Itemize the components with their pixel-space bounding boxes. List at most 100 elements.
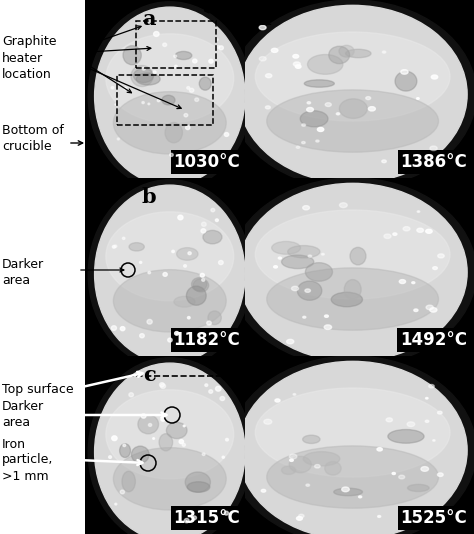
Ellipse shape <box>399 475 405 479</box>
Ellipse shape <box>209 59 213 63</box>
Ellipse shape <box>113 447 226 510</box>
Ellipse shape <box>255 388 450 477</box>
Ellipse shape <box>174 55 177 58</box>
Text: 1315°C: 1315°C <box>173 509 240 527</box>
Ellipse shape <box>88 180 251 368</box>
Ellipse shape <box>201 229 206 233</box>
Ellipse shape <box>382 160 386 163</box>
Ellipse shape <box>136 73 160 85</box>
Ellipse shape <box>191 278 207 291</box>
Ellipse shape <box>433 266 438 270</box>
Ellipse shape <box>142 101 144 104</box>
Ellipse shape <box>148 271 151 274</box>
Ellipse shape <box>200 273 204 277</box>
Ellipse shape <box>184 114 188 117</box>
Ellipse shape <box>412 282 415 284</box>
Ellipse shape <box>433 439 435 441</box>
Ellipse shape <box>190 88 194 92</box>
Ellipse shape <box>224 132 229 136</box>
Ellipse shape <box>174 332 179 335</box>
Text: 1cm: 1cm <box>209 4 233 13</box>
Ellipse shape <box>186 286 206 305</box>
Text: Darker
area: Darker area <box>2 258 44 287</box>
Ellipse shape <box>199 77 211 90</box>
Ellipse shape <box>209 390 213 393</box>
Ellipse shape <box>120 490 125 494</box>
Ellipse shape <box>109 456 111 458</box>
Ellipse shape <box>216 386 221 391</box>
Ellipse shape <box>401 69 408 74</box>
Ellipse shape <box>307 107 313 112</box>
Ellipse shape <box>88 2 251 191</box>
Ellipse shape <box>426 305 433 310</box>
Ellipse shape <box>368 107 375 111</box>
Ellipse shape <box>259 57 266 61</box>
Ellipse shape <box>301 142 305 144</box>
Ellipse shape <box>261 489 266 492</box>
Ellipse shape <box>377 447 383 451</box>
Ellipse shape <box>278 257 282 259</box>
Ellipse shape <box>308 255 312 257</box>
Ellipse shape <box>339 99 367 119</box>
Ellipse shape <box>187 317 190 319</box>
Ellipse shape <box>414 309 418 311</box>
Ellipse shape <box>265 106 270 109</box>
Ellipse shape <box>159 434 173 451</box>
Ellipse shape <box>331 292 363 307</box>
Ellipse shape <box>303 206 310 210</box>
Ellipse shape <box>267 268 438 330</box>
Ellipse shape <box>325 103 331 106</box>
Ellipse shape <box>430 308 437 312</box>
Ellipse shape <box>388 429 424 443</box>
Ellipse shape <box>265 74 272 78</box>
Ellipse shape <box>120 327 125 331</box>
Ellipse shape <box>215 219 219 222</box>
Text: Iron
particle,
>1 mm: Iron particle, >1 mm <box>2 437 54 483</box>
Ellipse shape <box>219 261 223 265</box>
Ellipse shape <box>201 279 205 281</box>
Ellipse shape <box>178 215 183 220</box>
Ellipse shape <box>329 46 350 64</box>
Ellipse shape <box>187 87 190 89</box>
Ellipse shape <box>305 263 332 281</box>
Ellipse shape <box>203 230 222 244</box>
Ellipse shape <box>438 411 442 414</box>
Ellipse shape <box>296 146 300 148</box>
Ellipse shape <box>224 511 228 515</box>
Ellipse shape <box>192 516 197 520</box>
Ellipse shape <box>383 51 386 53</box>
Ellipse shape <box>318 128 324 131</box>
Ellipse shape <box>106 34 234 123</box>
Ellipse shape <box>148 423 152 427</box>
Ellipse shape <box>255 32 450 121</box>
Ellipse shape <box>153 438 155 439</box>
Text: Darker
area: Darker area <box>2 400 44 429</box>
Ellipse shape <box>163 272 167 276</box>
Ellipse shape <box>302 124 306 126</box>
Text: Bottom of
crucible: Bottom of crucible <box>2 123 64 153</box>
Ellipse shape <box>166 422 187 438</box>
Ellipse shape <box>177 248 198 260</box>
Ellipse shape <box>195 98 199 101</box>
Ellipse shape <box>290 459 293 461</box>
Ellipse shape <box>393 233 397 235</box>
Ellipse shape <box>339 203 347 208</box>
Ellipse shape <box>193 279 209 292</box>
Bar <box>136 21 216 68</box>
Ellipse shape <box>306 484 310 486</box>
Ellipse shape <box>238 5 467 183</box>
Ellipse shape <box>417 211 420 213</box>
Ellipse shape <box>174 65 177 68</box>
Ellipse shape <box>259 26 266 30</box>
Ellipse shape <box>160 384 165 388</box>
Ellipse shape <box>184 519 189 523</box>
Ellipse shape <box>175 51 192 60</box>
Ellipse shape <box>408 484 429 491</box>
Ellipse shape <box>426 397 428 399</box>
Ellipse shape <box>316 140 319 142</box>
Ellipse shape <box>160 383 164 387</box>
Ellipse shape <box>282 466 296 474</box>
Ellipse shape <box>417 228 423 232</box>
Ellipse shape <box>88 358 251 534</box>
Ellipse shape <box>293 394 296 395</box>
